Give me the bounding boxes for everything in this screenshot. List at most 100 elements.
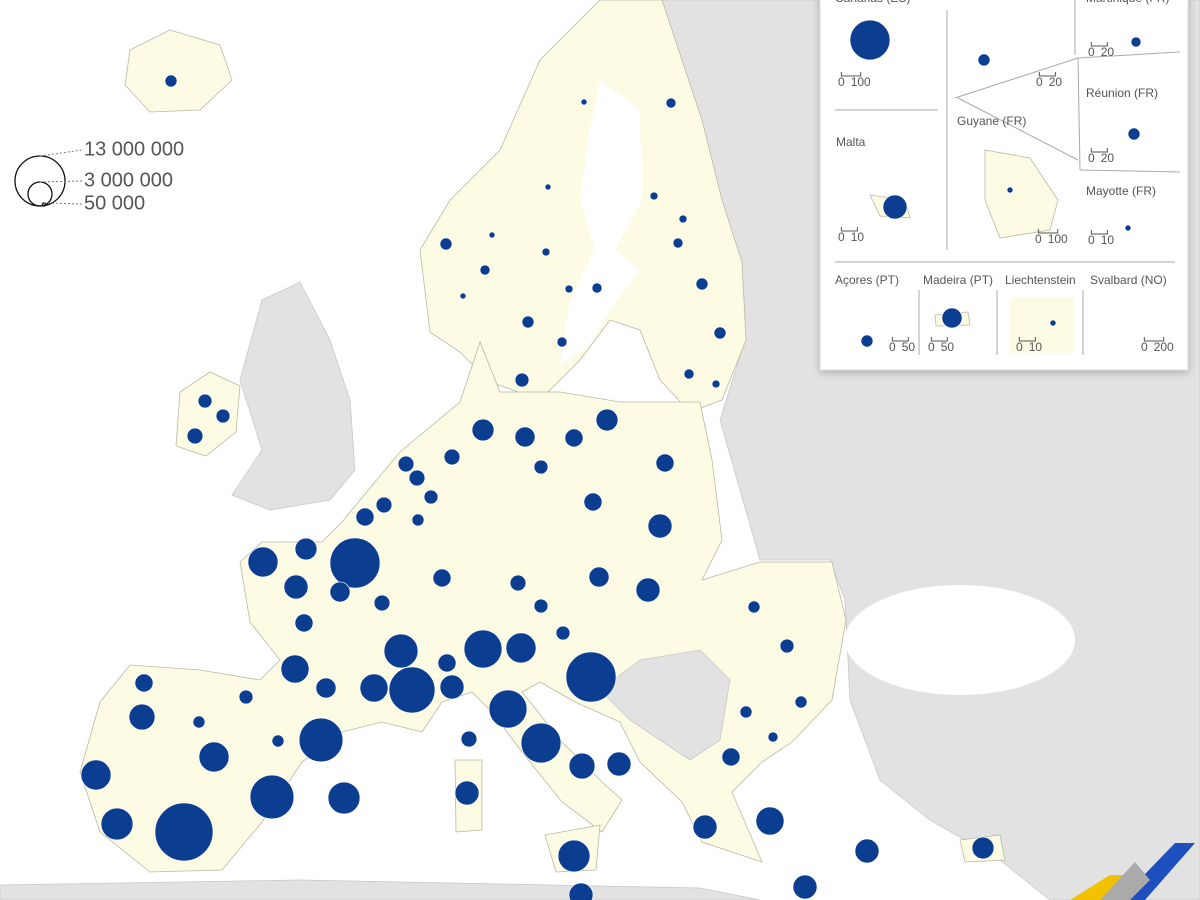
region-bubble — [294, 537, 318, 561]
scale-label: 0 — [838, 230, 845, 244]
scale-label: 0 — [1088, 233, 1095, 247]
legend-label: 13 000 000 — [84, 138, 184, 160]
logo-grey — [1100, 862, 1150, 900]
scale-label: 0 — [1016, 340, 1023, 354]
region-bubble — [672, 237, 684, 249]
inset-label: Madeira (PT) — [923, 273, 993, 287]
scale-label: 0 — [1035, 232, 1042, 246]
region-bubble — [514, 372, 530, 388]
legend-circle — [27, 181, 53, 207]
region-bubble — [721, 747, 741, 767]
region-bubble — [411, 513, 425, 527]
region-bubble — [164, 74, 178, 88]
region-bubble — [479, 264, 491, 276]
region-bubble — [423, 489, 439, 505]
scale-bar — [1090, 230, 1108, 235]
region-bubble — [564, 428, 584, 448]
region-bubble — [460, 730, 478, 748]
uk — [231, 281, 356, 511]
scale-bar — [891, 337, 909, 342]
region-bubble — [635, 577, 661, 603]
region-bubble — [509, 574, 527, 592]
black-sea — [845, 585, 1075, 695]
legend-label: 3 000 000 — [84, 169, 173, 191]
region-bubble — [327, 781, 361, 815]
region-bubble — [556, 336, 568, 348]
region-bubble — [100, 807, 134, 841]
inset-label: Açores (PT) — [835, 273, 899, 287]
region-bubble — [711, 379, 721, 389]
ireland — [175, 371, 241, 457]
region-bubble — [329, 537, 381, 589]
region-bubble — [375, 496, 393, 514]
region-bubble — [488, 231, 496, 239]
region-bubble — [80, 759, 112, 791]
region-bubble — [521, 315, 535, 329]
scale-label: 0 — [1088, 45, 1095, 59]
region-bubble — [249, 774, 295, 820]
inset-bubble — [1127, 127, 1141, 141]
inset-label: Canarias (ES) — [835, 0, 910, 5]
region-bubble — [373, 594, 391, 612]
region-bubble — [134, 673, 154, 693]
scale-label: 0 — [928, 340, 935, 354]
region-bubble — [583, 492, 603, 512]
region-bubble — [606, 751, 632, 777]
region-bubble — [439, 237, 453, 251]
region-bubble — [647, 513, 673, 539]
region-bubble — [794, 695, 808, 709]
region-bubble — [767, 731, 779, 743]
region-bubble — [739, 705, 753, 719]
scale-bar — [1143, 337, 1165, 342]
inset-label: Mayotte (FR) — [1086, 184, 1156, 198]
scale-label: 10 — [851, 230, 865, 244]
legend-leader — [39, 180, 83, 183]
scale-bar — [930, 337, 948, 342]
baltic-sea — [560, 80, 642, 365]
region-bubble — [568, 752, 596, 780]
region-bubble — [779, 638, 795, 654]
region-bubble — [154, 802, 214, 862]
region-bubble — [298, 717, 344, 763]
mainland — [79, 340, 847, 873]
inset-bubble — [977, 53, 991, 67]
scale-label: 100 — [851, 75, 871, 89]
region-bubble — [555, 625, 571, 641]
region-bubble — [649, 191, 659, 201]
region-bubble — [713, 326, 727, 340]
region-bubble — [383, 633, 419, 669]
region-bubble — [655, 453, 675, 473]
region-bubble — [359, 673, 389, 703]
inset-bubble — [849, 19, 891, 61]
inset-bubble — [860, 334, 874, 348]
inset-bubble — [1124, 224, 1132, 232]
region-bubble — [186, 427, 204, 445]
inset-bubble — [1006, 186, 1014, 194]
scale-bar — [840, 72, 862, 77]
inset-bubble — [1130, 36, 1142, 48]
region-bubble — [443, 448, 461, 466]
region-bubble — [533, 459, 549, 475]
scale-label: 0 — [889, 340, 896, 354]
region-bubble — [215, 408, 231, 424]
region-bubble — [747, 600, 761, 614]
scale-label: 200 — [1154, 340, 1174, 354]
region-bubble — [247, 546, 279, 578]
inset-label: Guyane (FR) — [957, 114, 1026, 128]
region-bubble — [514, 426, 536, 448]
region-bubble — [238, 689, 254, 705]
inset-label: Martinique (FR) — [1086, 0, 1169, 5]
region-bubble — [580, 98, 588, 106]
region-bubble — [459, 292, 467, 300]
inset-bubble — [941, 307, 963, 329]
region-bubble — [329, 581, 351, 603]
scale-label: 50 — [902, 340, 916, 354]
scale-bar — [1090, 42, 1108, 47]
region-bubble — [595, 408, 619, 432]
region-bubble — [854, 838, 880, 864]
region-bubble — [695, 277, 709, 291]
region-bubble — [557, 839, 591, 873]
region-bubble — [678, 214, 688, 224]
region-bubble — [271, 734, 285, 748]
